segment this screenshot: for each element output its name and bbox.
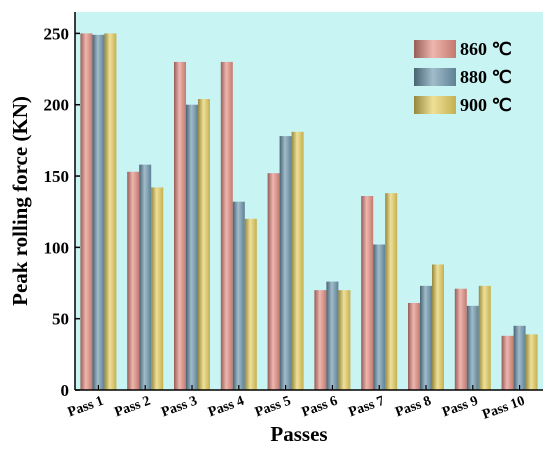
bar-3-9 [478, 285, 491, 390]
y-tick-label: 50 [52, 310, 69, 329]
x-tick-label: Pass 5 [253, 394, 293, 421]
bar-2-5 [279, 136, 292, 390]
x-tick-label: Pass 8 [394, 394, 434, 421]
bars-layer [80, 33, 538, 391]
bar-3-2 [151, 187, 164, 390]
x-tick-label: Pass 10 [481, 394, 527, 423]
bar-2-8 [420, 285, 432, 390]
bar-2-1 [92, 34, 105, 390]
bar-1-6 [314, 290, 327, 390]
x-tick-label: Pass 1 [66, 394, 106, 421]
y-tick-label: 100 [44, 238, 70, 257]
bar-3-10 [525, 334, 538, 390]
y-tick-label: 0 [61, 381, 70, 400]
bar-1-2 [127, 171, 140, 390]
bar-3-5 [291, 131, 304, 390]
legend: 860 ℃ 880 ℃ 900 ℃ [414, 39, 512, 115]
bar-3-8 [432, 264, 444, 390]
y-tick-label: 200 [44, 96, 70, 115]
bar-1-4 [220, 61, 233, 391]
legend-swatch-3 [414, 96, 456, 114]
bar-3-6 [338, 290, 351, 390]
bar-3-1 [104, 33, 117, 391]
x-tick-label: Pass 6 [300, 394, 340, 421]
bar-3-3 [198, 99, 210, 390]
bar-2-2 [139, 164, 152, 390]
x-tick-label: Pass 3 [160, 394, 200, 421]
bar-3-7 [385, 193, 398, 390]
bar-1-9 [454, 288, 467, 390]
bar-2-10 [513, 325, 526, 390]
x-axis-title: Passes [270, 422, 327, 446]
y-tick-label: 150 [44, 167, 70, 186]
bar-1-8 [408, 302, 420, 390]
bar-2-3 [186, 104, 198, 390]
legend-label-3: 900 ℃ [460, 95, 512, 115]
legend-label-2: 880 ℃ [460, 67, 512, 87]
bar-2-7 [373, 244, 386, 390]
x-tick-label: Pass 2 [113, 394, 153, 421]
legend-swatch-1 [414, 40, 456, 58]
bar-2-9 [466, 305, 479, 390]
bar-3-4 [244, 218, 257, 390]
legend-swatch-2 [414, 68, 456, 86]
bar-2-6 [326, 281, 339, 390]
bar-1-1 [80, 33, 93, 391]
bar-1-7 [361, 196, 374, 390]
y-tick-label: 250 [44, 24, 70, 43]
legend-label-1: 860 ℃ [460, 39, 512, 59]
bar-1-3 [174, 61, 186, 391]
x-tick-label: Pass 4 [206, 394, 246, 421]
bar-1-5 [267, 173, 280, 390]
bar-1-10 [501, 335, 514, 390]
bar-2-4 [232, 201, 245, 390]
x-tick-label: Pass 7 [347, 394, 387, 421]
y-axis-title: Peak rolling force (KN) [8, 96, 32, 306]
x-tick-label: Pass 9 [440, 394, 480, 421]
